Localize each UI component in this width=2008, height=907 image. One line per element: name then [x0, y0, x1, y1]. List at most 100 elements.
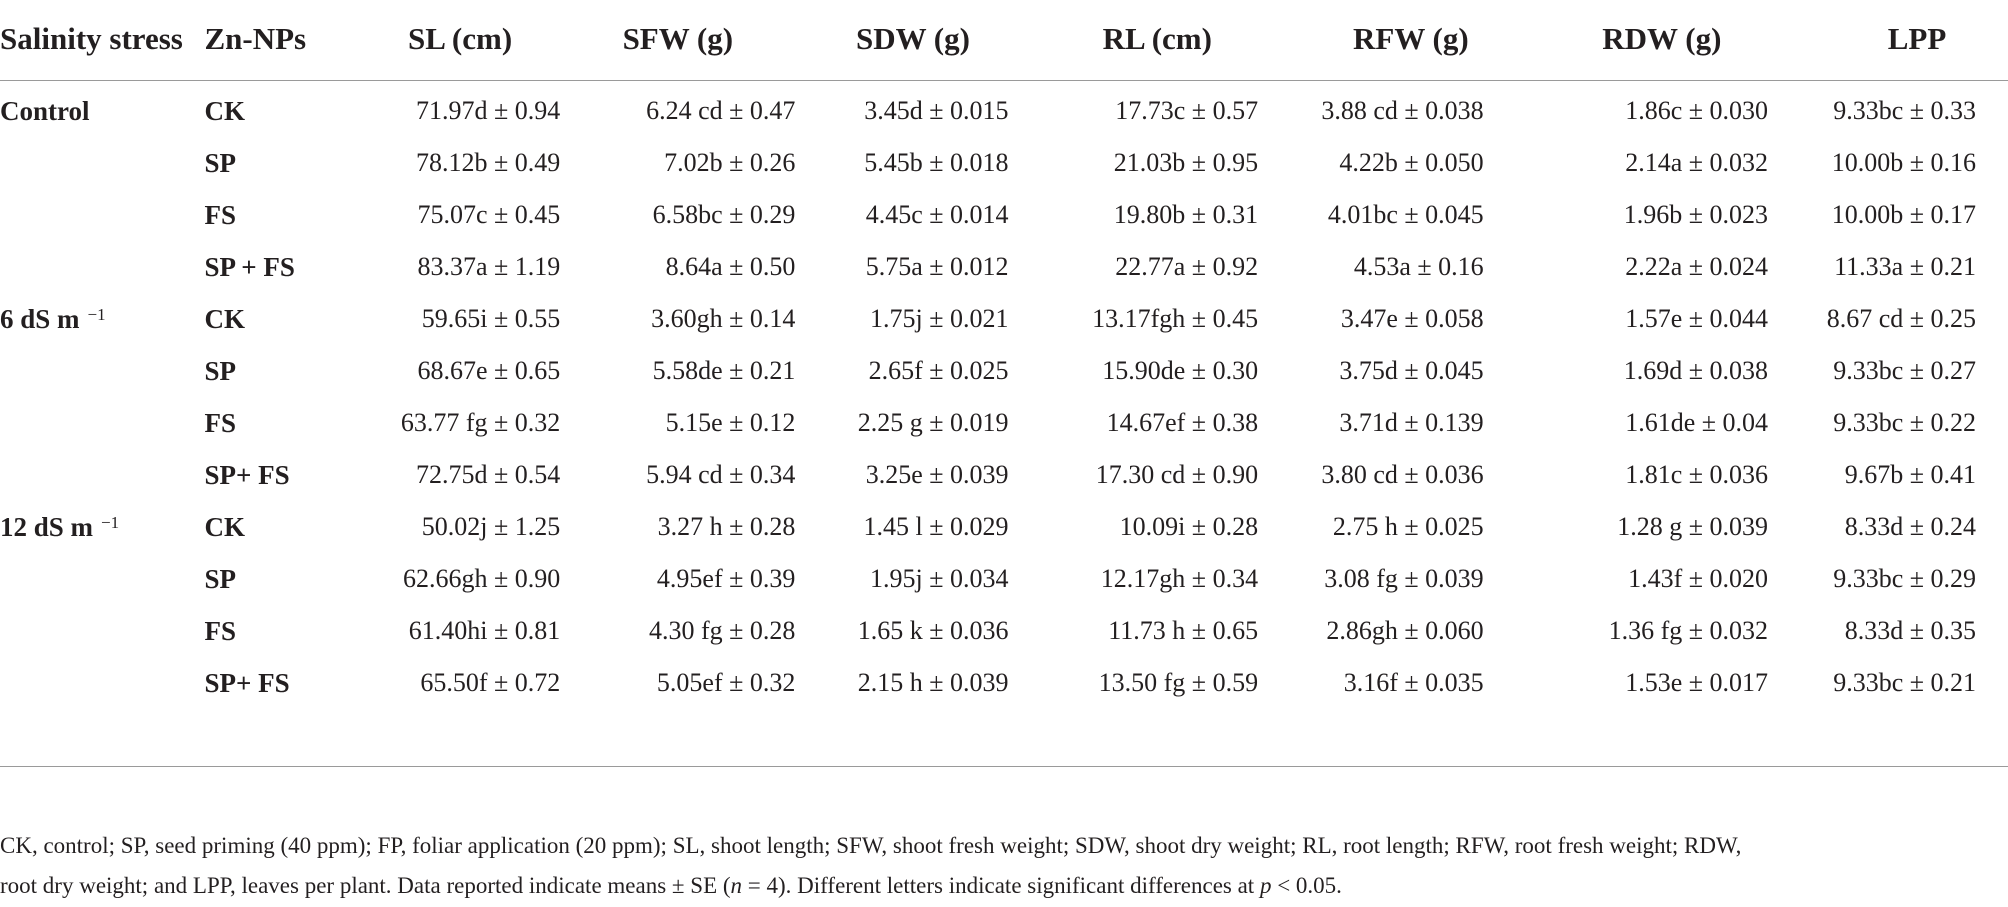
value-cell: 14.67ef ± 0.38 [1106, 408, 1259, 437]
value-cell: 11.33a ± 0.21 [1834, 252, 1976, 281]
table-body: Control CK 71.97d ± 0.94 6.24 cd ± 0.47 3.45… [0, 81, 2008, 710]
column-header: RL (cm) [1030, 0, 1285, 81]
column-header: RDW (g) [1537, 0, 1787, 81]
table-row: SP 68.67e ± 0.65 5.58de ± 0.21 2.65f ± 0.02… [0, 345, 2008, 397]
treatment-cell: SP+ FS [204, 667, 290, 698]
treatment-cell: CK [204, 511, 245, 542]
value-cell: 1.43f ± 0.020 [1628, 564, 1769, 593]
value-cell: 4.22b ± 0.050 [1339, 148, 1484, 177]
table-row: SP+ FS 72.75d ± 0.54 5.94 cd ± 0.34 3.25e ±… [0, 449, 2008, 501]
value-cell: 75.07c ± 0.45 [417, 200, 561, 229]
value-cell: 13.50 fg ± 0.59 [1098, 668, 1259, 697]
salinity-stress-cell [0, 345, 204, 397]
column-header: Zn-NPs [204, 0, 360, 81]
value-cell: 3.75d ± 0.045 [1339, 356, 1484, 385]
value-cell: 2.22a ± 0.024 [1625, 252, 1769, 281]
value-cell: 5.94 cd ± 0.34 [646, 460, 796, 489]
value-cell: 8.67 cd ± 0.25 [1826, 304, 1976, 333]
value-cell: 5.58de ± 0.21 [652, 356, 796, 385]
column-header: SFW (g) [560, 0, 796, 81]
value-cell: 10.00b ± 0.16 [1831, 148, 1976, 177]
value-cell: 63.77 fg ± 0.32 [400, 408, 561, 437]
value-cell: 12.17gh ± 0.34 [1100, 564, 1259, 593]
value-cell: 22.77a ± 0.92 [1115, 252, 1259, 281]
treatment-cell: SP + FS [204, 251, 295, 282]
treatment-cell: FS [204, 615, 236, 646]
salinity-stress-cell [0, 137, 204, 189]
value-cell: 3.45d ± 0.015 [864, 96, 1009, 125]
value-cell: 17.73c ± 0.57 [1115, 96, 1259, 125]
value-cell: 2.65f ± 0.025 [868, 356, 1009, 385]
value-cell: 9.67b ± 0.41 [1844, 460, 1976, 489]
value-cell: 1.69d ± 0.038 [1623, 356, 1769, 385]
value-cell: 83.37a ± 1.19 [417, 252, 561, 281]
value-cell: 1.65 k ± 0.036 [857, 616, 1009, 645]
value-cell: 61.40hi ± 0.81 [408, 616, 561, 645]
footnote-p-symbol: p [1259, 873, 1272, 898]
value-cell: 1.96b ± 0.023 [1623, 200, 1769, 229]
value-cell: 1.61de ± 0.04 [1625, 408, 1769, 437]
footnote-text-c: < 0.05. [1271, 873, 1342, 898]
value-cell: 8.33d ± 0.35 [1844, 616, 1976, 645]
footnote-line-1: CK, control; SP, seed priming (40 ppm); … [0, 833, 1742, 858]
column-header: SDW (g) [795, 0, 1031, 81]
value-cell: 2.14a ± 0.032 [1625, 148, 1769, 177]
value-cell: 19.80b ± 0.31 [1113, 200, 1259, 229]
treatment-cell: FS [204, 407, 236, 438]
value-cell: 3.08 fg ± 0.039 [1324, 564, 1484, 593]
value-cell: 21.03b ± 0.95 [1113, 148, 1259, 177]
value-cell: 4.95ef ± 0.39 [656, 564, 796, 593]
value-cell: 5.15e ± 0.12 [665, 408, 796, 437]
salinity-level-label: 12 dS m [0, 511, 94, 542]
value-cell: 5.75a ± 0.012 [865, 252, 1009, 281]
value-cell: 9.33bc ± 0.22 [1833, 408, 1976, 437]
treatment-cell: SP [204, 563, 236, 594]
value-cell: 5.45b ± 0.018 [864, 148, 1009, 177]
value-cell: 50.02j ± 1.25 [421, 512, 561, 541]
value-cell: 2.25 g ± 0.019 [857, 408, 1009, 437]
value-cell: 10.00b ± 0.17 [1831, 200, 1976, 229]
treatment-cell: FS [204, 199, 236, 230]
value-cell: 9.33bc ± 0.29 [1833, 564, 1976, 593]
salinity-stress-cell [0, 189, 204, 241]
unit-exponent: −1 [87, 304, 106, 324]
value-cell: 5.05ef ± 0.32 [656, 668, 796, 697]
table-row: SP 62.66gh ± 0.90 4.95ef ± 0.39 1.95j ± 0.0… [0, 553, 2008, 605]
value-cell: 7.02b ± 0.26 [664, 148, 796, 177]
value-cell: 9.33bc ± 0.27 [1833, 356, 1976, 385]
value-cell: 4.01bc ± 0.045 [1327, 200, 1484, 229]
value-cell: 15.90de ± 0.30 [1102, 356, 1259, 385]
value-cell: 1.86c ± 0.030 [1625, 96, 1769, 125]
value-cell: 3.16f ± 0.035 [1343, 668, 1484, 697]
footnote-line-2: root dry weight; and LPP, leaves per pla… [0, 866, 2000, 906]
value-cell: 3.27 h ± 0.28 [657, 512, 796, 541]
value-cell: 1.81c ± 0.036 [1625, 460, 1769, 489]
value-cell: 8.33d ± 0.24 [1844, 512, 1976, 541]
salinity-stress-cell [0, 553, 204, 605]
value-cell: 6.24 cd ± 0.47 [646, 96, 796, 125]
value-cell: 3.47e ± 0.058 [1340, 304, 1484, 333]
column-header: Salinity stress [0, 0, 205, 81]
value-cell: 3.71d ± 0.139 [1339, 408, 1484, 437]
value-cell: 8.64a ± 0.50 [665, 252, 796, 281]
value-cell: 6.58bc ± 0.29 [652, 200, 796, 229]
salinity-level-label: 6 dS m [0, 303, 80, 334]
column-header: RFW (g) [1284, 0, 1538, 81]
unit-exponent: −1 [101, 512, 120, 532]
value-cell: 1.53e ± 0.017 [1625, 668, 1769, 697]
treatment-cell: SP+ FS [204, 459, 290, 490]
table-row: SP+ FS 65.50f ± 0.72 5.05ef ± 0.32 2.15 h ±… [0, 657, 2008, 709]
value-cell: 68.67e ± 0.65 [417, 356, 561, 385]
salinity-stress-cell [0, 397, 204, 449]
value-cell: 9.33bc ± 0.33 [1833, 96, 1976, 125]
value-cell: 65.50f ± 0.72 [420, 668, 561, 697]
header-row: Salinity stress Zn-NPs SL (cm) SFW (g) SDW (… [0, 0, 2008, 81]
table-row: 12 dS m −1 CK 50.02j ± 1.25 3.27 h ± 0.28 1.4… [0, 501, 2008, 553]
value-cell: 72.75d ± 0.54 [415, 460, 561, 489]
value-cell: 4.45c ± 0.014 [865, 200, 1009, 229]
treatment-cell: SP [204, 147, 236, 178]
value-cell: 4.30 fg ± 0.28 [648, 616, 796, 645]
table-row: 6 dS m −1 CK 59.65i ± 0.55 3.60gh ± 0.14 1.75… [0, 293, 2008, 345]
value-cell: 62.66gh ± 0.90 [402, 564, 561, 593]
